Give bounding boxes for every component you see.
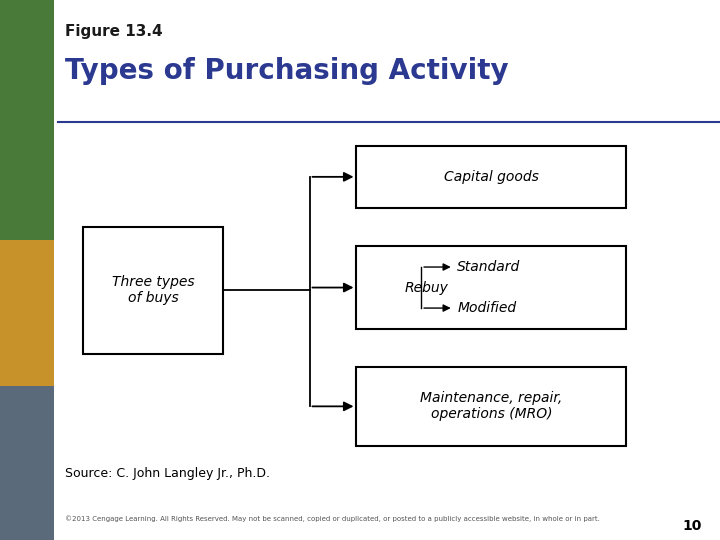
FancyBboxPatch shape	[356, 146, 626, 208]
Text: Standard: Standard	[457, 260, 521, 274]
Text: Types of Purchasing Activity: Types of Purchasing Activity	[65, 57, 508, 85]
Bar	[0, 240, 54, 386]
Bar	[0, 386, 54, 540]
Text: ©2013 Cengage Learning. All Rights Reserved. May not be scanned, copied or dupli: ©2013 Cengage Learning. All Rights Reser…	[65, 516, 600, 522]
FancyBboxPatch shape	[356, 246, 626, 329]
Text: Source: C. John Langley Jr., Ph.D.: Source: C. John Langley Jr., Ph.D.	[65, 467, 270, 480]
Text: 10: 10	[683, 519, 702, 534]
FancyBboxPatch shape	[83, 227, 223, 354]
Text: Maintenance, repair,
operations (MRO): Maintenance, repair, operations (MRO)	[420, 392, 562, 421]
Text: Modified: Modified	[457, 301, 516, 315]
Bar	[0, 0, 54, 240]
Text: Capital goods: Capital goods	[444, 170, 539, 184]
Text: Figure 13.4: Figure 13.4	[65, 24, 163, 39]
Text: Rebuy: Rebuy	[405, 281, 449, 294]
FancyBboxPatch shape	[356, 367, 626, 446]
Text: Three types
of buys: Three types of buys	[112, 275, 194, 305]
